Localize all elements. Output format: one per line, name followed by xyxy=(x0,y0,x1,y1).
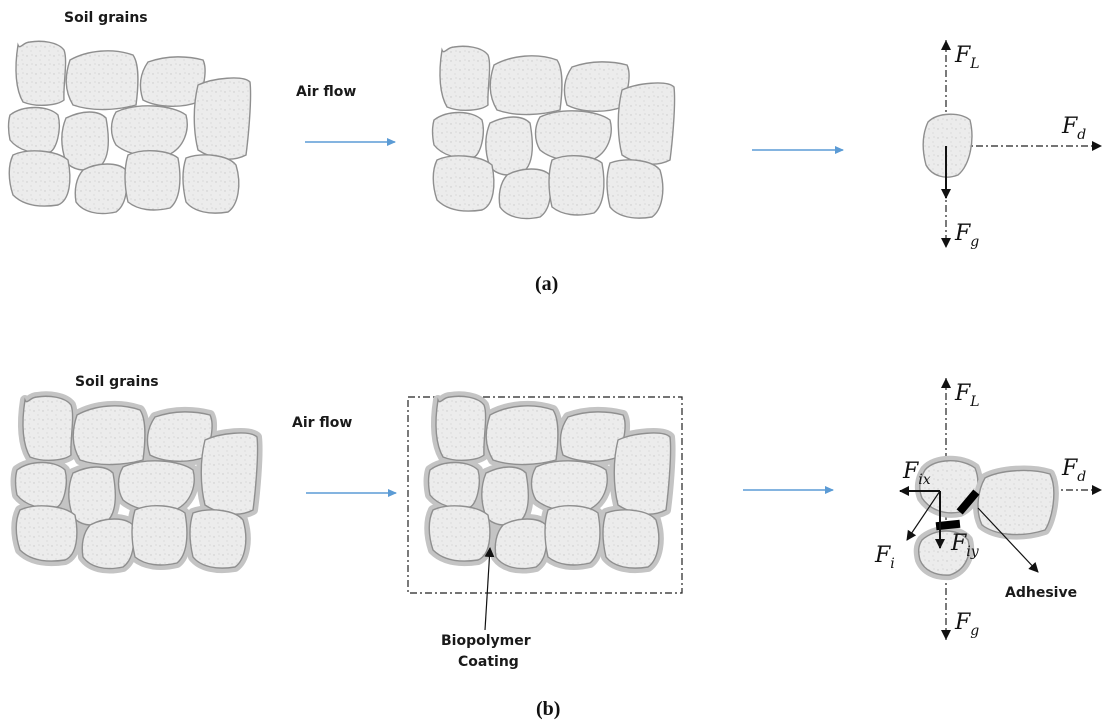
adhesive-bond-bottom xyxy=(935,519,961,531)
caption-b: (b) xyxy=(536,698,560,720)
coating-pointer-arrow xyxy=(484,547,495,631)
air-flow-label-a: Air flow xyxy=(296,84,356,100)
drag-force-label-a: Fd xyxy=(1061,114,1086,143)
single-grain-force-diagram-a: FL Fd Fg xyxy=(922,40,1102,250)
coating-label-line1: Biopolymer xyxy=(441,633,531,649)
soil-grains-label-b: Soil grains xyxy=(75,374,159,390)
bottom-grain-b xyxy=(917,530,970,576)
fi-vector xyxy=(906,490,941,541)
magnification-box xyxy=(407,396,683,594)
coating-label-line2: Coating xyxy=(458,654,519,670)
gravity-force-label-b: Fg xyxy=(954,610,979,639)
fi-force-label: Fi xyxy=(874,543,895,572)
caption-a: (a) xyxy=(535,273,558,295)
lift-force-label-b: FL xyxy=(954,381,980,410)
adhesive-pointer-arrow xyxy=(977,507,1039,573)
right-grain-b xyxy=(977,469,1055,536)
soil-grain-cluster-a1 xyxy=(7,40,252,215)
soil-grain-cluster-a2 xyxy=(431,45,676,220)
drag-force-label-b: Fd xyxy=(1061,456,1086,485)
panel-a: Soil grains Air flow FL Fd Fg (a) xyxy=(7,10,1102,295)
coated-soil-grain-cluster-b1 xyxy=(16,396,258,568)
soil-grains-label-a: Soil grains xyxy=(64,10,148,26)
panel-b: Soil grains Air flow Biopolymer Coating xyxy=(16,374,1102,720)
soil-grain-a xyxy=(922,113,973,178)
adhesive-label: Adhesive xyxy=(1005,585,1077,601)
gravity-force-label-a: Fg xyxy=(954,221,979,250)
bonded-grain-force-diagram-b: FL Fd Fix Fiy Fi Adhesive Fg xyxy=(874,378,1102,640)
fiy-force-label: Fiy xyxy=(950,531,980,560)
coated-soil-grain-cluster-b2 xyxy=(429,396,671,568)
air-flow-label-b: Air flow xyxy=(292,415,352,431)
lift-force-label-a: FL xyxy=(954,43,980,72)
fix-force-label: Fix xyxy=(902,459,931,488)
adhesive-bond-right xyxy=(956,489,980,515)
